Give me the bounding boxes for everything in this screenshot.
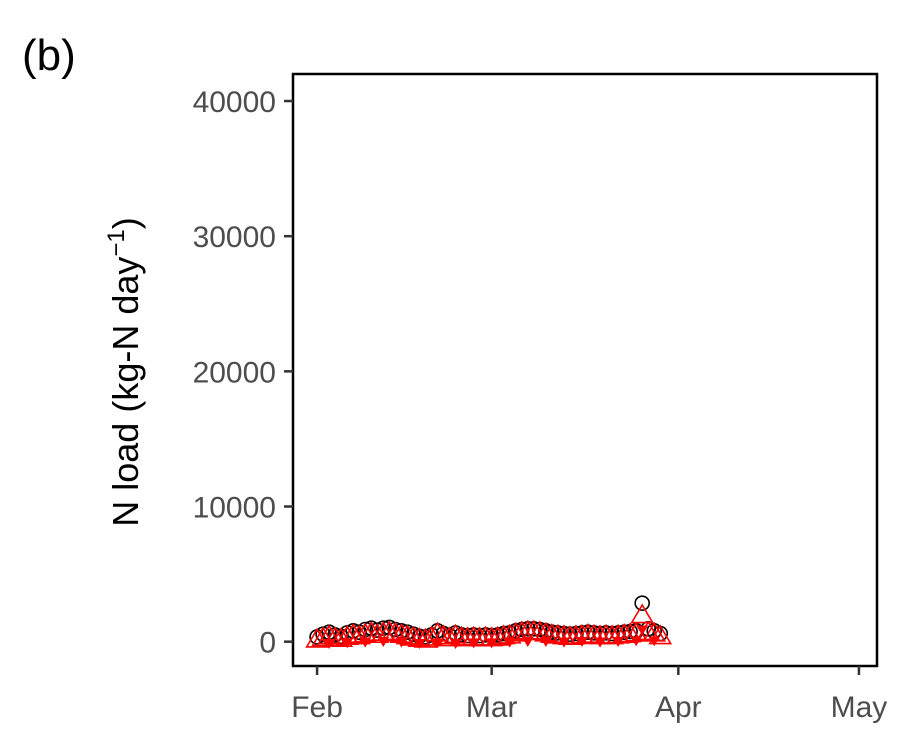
data-point-triangle [311,626,335,647]
data-point-inverted-triangle [558,637,570,648]
x-tick-label: Mar [466,691,518,724]
data-point-inverted-triangle [503,637,516,648]
y-axis-title: N load (kg-N day−1) [103,217,146,526]
data-point-inverted-triangle [594,637,606,648]
y-axis: 0 10000 20000 30000 40000 [193,86,293,660]
x-axis: Feb Mar Apr May [291,666,887,724]
data-point-triangle [648,624,673,645]
data-point-circle [634,595,650,611]
data-point-triangle [437,626,462,647]
data-point-triangle [383,621,408,642]
x-tick-label: Feb [291,691,343,724]
data-point-triangle [401,625,426,646]
y-tick-label: 10000 [193,492,276,525]
data-point-inverted-triangle [630,636,643,647]
x-tick-label: May [831,691,888,724]
data-point-inverted-triangle [359,637,372,648]
data-point-triangle [341,623,366,643]
data-point-inverted-triangle [485,638,498,649]
plot-panel-border [291,72,879,668]
y-tick-label: 20000 [193,356,276,389]
data-point-triangle [413,627,438,648]
data-point-triangle [377,620,402,641]
data-point-inverted-triangle [467,638,480,649]
y-tick-label: 40000 [193,86,276,119]
y-axis-title-close: ) [105,217,146,229]
data-point-inverted-triangle [636,625,649,636]
y-tick-label: 30000 [193,221,276,254]
y-axis-title-main: N load (kg-N day [105,257,146,527]
data-point-inverted-triangle [413,639,426,650]
data-point-inverted-triangle [648,636,661,647]
data-point-inverted-triangle [521,636,534,647]
data-point-inverted-triangle [612,636,624,647]
data-point-inverted-triangle [431,638,444,649]
data-point-inverted-triangle [576,636,588,647]
data-points [305,595,673,650]
data-point-triangle [527,620,552,641]
data-point-triangle [630,603,655,624]
data-point-inverted-triangle [323,639,335,650]
y-tick-label: 0 [259,627,276,660]
data-point-triangle [431,624,456,645]
data-point-inverted-triangle [395,637,408,648]
y-axis-title-superscript: −1 [103,229,130,256]
data-point-inverted-triangle [449,639,462,650]
data-point-inverted-triangle [539,636,552,647]
x-tick-label: Apr [655,691,702,724]
data-point-triangle [359,620,384,641]
data-point-inverted-triangle [341,638,354,649]
data-point-inverted-triangle [377,636,390,647]
panel-label: (b) [22,31,76,80]
data-point-triangle [395,624,420,645]
